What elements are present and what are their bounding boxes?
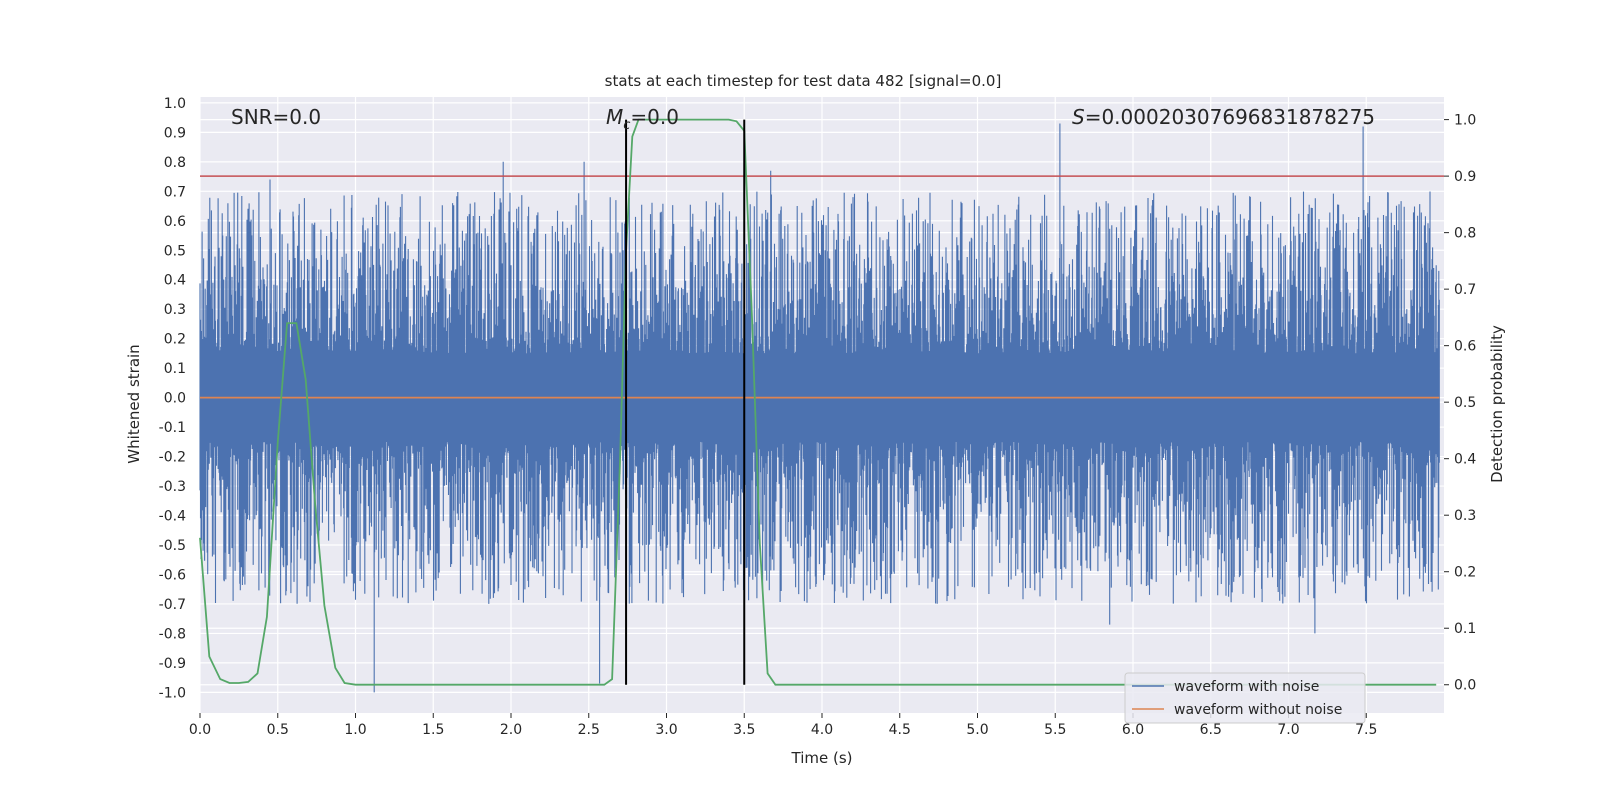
x-tick-label: 4.0 — [811, 722, 833, 738]
chirp-mass-symbol: M — [606, 105, 623, 129]
x-tick-label: 7.5 — [1355, 722, 1377, 738]
x-tick-label: 0.5 — [267, 722, 289, 738]
left-y-tick-label: -0.5 — [159, 538, 186, 554]
right-y-tick-labels: 1.0 0.9 0.8 0.7 0.6 0.5 0.4 0.3 0.2 0.1 0.0 — [1444, 113, 1476, 694]
x-tick-label: 6.5 — [1200, 722, 1222, 738]
right-y-tick-label: 0.1 — [1454, 621, 1476, 637]
left-y-tick-labels: 1.0 0.9 0.8 0.7 0.6 0.5 0.4 0.3 0.2 0.1 0.0 -0.1 -0.… — [159, 96, 186, 701]
chart-title: stats at each timestep for test data 482… — [605, 72, 1002, 90]
right-y-tick-label: 0.7 — [1454, 282, 1476, 298]
left-y-tick-label: 0.8 — [164, 155, 186, 171]
legend-label-clean: waveform without noise — [1174, 702, 1342, 718]
right-y-tick-label: 0.5 — [1454, 395, 1476, 411]
s-value: =0.00020307696831878275 — [1085, 105, 1375, 129]
right-y-tick-label: 0.0 — [1454, 678, 1476, 694]
s-annotation: S=0.00020307696831878275 — [1072, 105, 1375, 129]
left-y-tick-label: 1.0 — [164, 96, 186, 112]
right-y-tick-label: 0.4 — [1454, 452, 1476, 468]
right-y-tick-label: 0.9 — [1454, 169, 1476, 185]
x-tick-labels: 0.0 0.5 1.0 1.5 2.0 2.5 3.0 3.5 4.0 4.5 5.0 5.5 6.0 6… — [189, 713, 1377, 738]
right-y-tick-label: 0.3 — [1454, 508, 1476, 524]
x-tick-label: 4.5 — [889, 722, 911, 738]
x-tick-label: 5.5 — [1044, 722, 1066, 738]
left-y-tick-label: 0.5 — [164, 243, 186, 259]
x-tick-label: 0.0 — [189, 722, 211, 738]
chirp-mass-subscript: c — [623, 118, 630, 133]
left-y-tick-label: 0.3 — [164, 302, 186, 318]
legend-box — [1124, 672, 1366, 724]
right-y-tick-label: 1.0 — [1454, 113, 1476, 129]
left-y-tick-label: -0.2 — [159, 450, 186, 466]
x-tick-label: 1.0 — [344, 722, 366, 738]
legend-label-noisy: waveform with noise — [1174, 679, 1319, 695]
x-tick-label: 3.0 — [655, 722, 677, 738]
x-tick-label: 1.5 — [422, 722, 444, 738]
snr-annotation: SNR=0.0 — [231, 105, 321, 129]
left-y-tick-label: -0.6 — [159, 567, 186, 583]
left-y-tick-label: 0.9 — [164, 125, 186, 141]
left-y-tick-label: 0.7 — [164, 184, 186, 200]
left-y-tick-label: 0.1 — [164, 361, 186, 377]
left-y-axis-label: Whitened strain — [125, 344, 143, 463]
left-y-tick-label: 0.2 — [164, 332, 186, 348]
left-y-tick-label: -1.0 — [159, 685, 186, 701]
left-y-tick-label: -0.1 — [159, 420, 186, 436]
right-y-tick-label: 0.8 — [1454, 226, 1476, 242]
chirp-mass-value: =0.0 — [630, 105, 679, 129]
merger-markers — [625, 119, 746, 685]
left-y-tick-label: -0.4 — [159, 509, 186, 525]
x-axis-label: Time (s) — [791, 749, 853, 767]
left-y-tick-label: -0.3 — [159, 479, 186, 495]
right-y-axis-label: Detection probability — [1488, 325, 1506, 483]
left-y-tick-label: -0.9 — [159, 656, 186, 672]
legend: waveform with noise waveform without noi… — [1124, 672, 1366, 724]
x-tick-label: 3.5 — [733, 722, 755, 738]
x-tick-label: 6.0 — [1122, 722, 1144, 738]
left-y-tick-label: -0.7 — [159, 597, 186, 613]
right-y-tick-label: 0.6 — [1454, 339, 1476, 355]
x-tick-label: 2.5 — [578, 722, 600, 738]
x-tick-label: 2.0 — [500, 722, 522, 738]
left-y-tick-label: 0.0 — [164, 391, 186, 407]
noisy-waveform-line — [199, 123, 1440, 693]
x-tick-label: 5.0 — [966, 722, 988, 738]
chirp-mass-annotation: Mc=0.0 — [606, 105, 679, 133]
s-symbol: S — [1072, 105, 1085, 129]
x-tick-label: 7.0 — [1277, 722, 1299, 738]
left-y-tick-label: -0.8 — [159, 626, 186, 642]
left-y-tick-label: 0.4 — [164, 273, 186, 289]
right-y-tick-label: 0.2 — [1454, 565, 1476, 581]
left-y-tick-label: 0.6 — [164, 214, 186, 230]
